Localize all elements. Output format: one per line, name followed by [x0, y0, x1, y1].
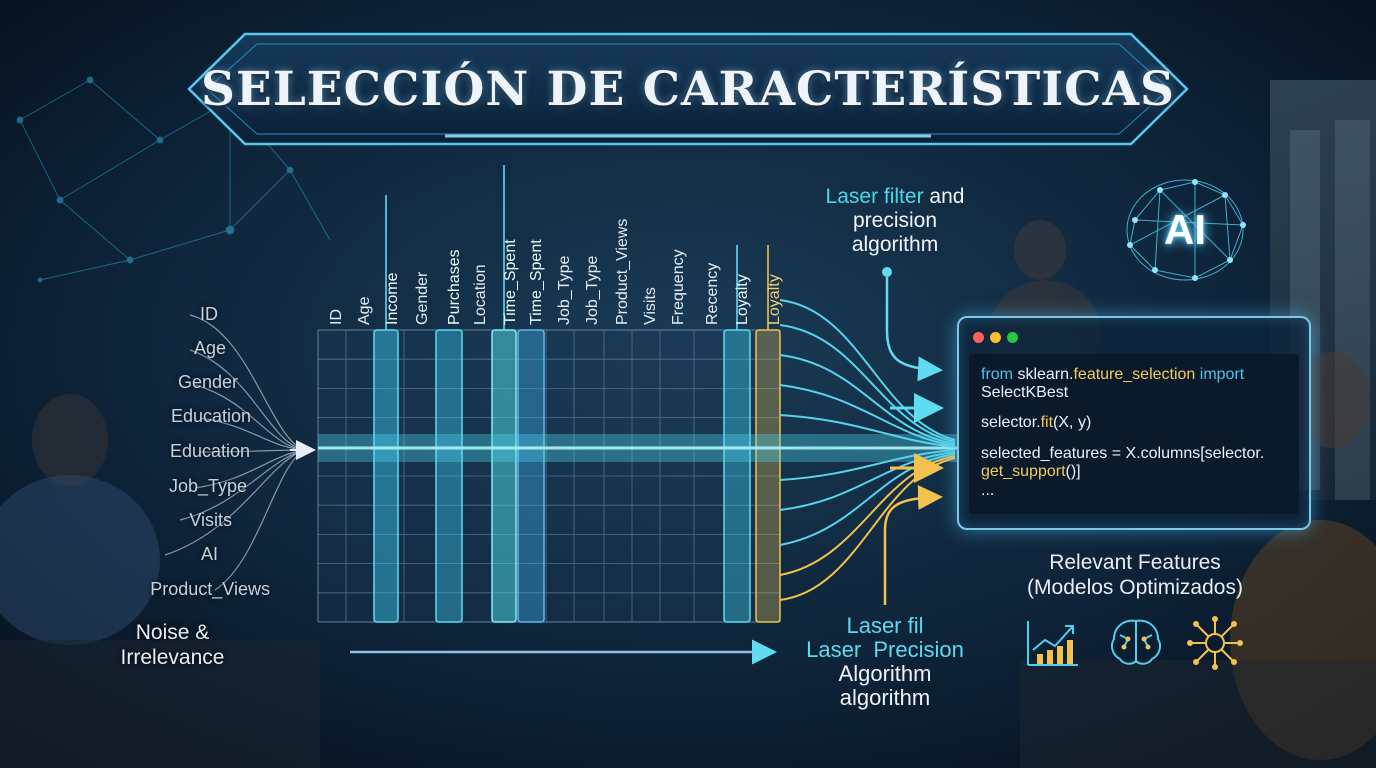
window-controls — [973, 330, 1024, 348]
column-header-label: Time_Spent — [528, 239, 545, 325]
column-header-label: Gender — [414, 271, 431, 325]
column-header: Visits — [636, 190, 664, 325]
close-dot-icon — [973, 332, 984, 343]
input-feature: Visits — [189, 510, 232, 530]
column-header: Job_Type — [578, 190, 606, 325]
laser-filter-label: Laser filter and precision algorithm — [825, 185, 965, 256]
relevant-features-label: Relevant Features (Modelos Optimizados) — [1027, 551, 1243, 599]
column-header: ID — [322, 190, 350, 325]
banner-frame — [187, 32, 1189, 146]
column-header: Purchases — [440, 190, 468, 325]
column-header: Recency — [698, 190, 726, 325]
column-header: Product_Views — [608, 190, 636, 325]
column-header-label: Recency — [704, 262, 721, 325]
column-header: Job_Type — [550, 190, 578, 325]
column-header: Loyalty — [728, 190, 756, 325]
column-header-label: Visits — [642, 287, 659, 325]
input-feature: AI — [200, 544, 218, 564]
input-feature: Job_Type — [168, 476, 247, 496]
input-feature: Education — [169, 441, 250, 461]
code-line-fit: selector.fit(X, y) — [981, 414, 1092, 431]
input-feature: Gender — [177, 372, 238, 392]
column-header-label: Location — [472, 264, 489, 326]
code-line-selected: selected_features = X.columns[selector. — [981, 445, 1265, 462]
title-banner: SELECCIÓN DE CARACTERÍSTICAS — [185, 30, 1191, 148]
column-header: Location — [466, 190, 494, 326]
column-header-label: Time_Spent — [502, 239, 519, 325]
input-feature: ID — [200, 304, 218, 324]
column-header-label: Purchases — [446, 249, 463, 325]
ai-label: AI — [1164, 206, 1206, 253]
column-header-label: Loyalty — [734, 274, 751, 325]
page-title: SELECCIÓN DE CARACTERÍSTICAS — [200, 61, 1175, 117]
minimize-dot-icon — [990, 332, 1001, 343]
column-header: Frequency — [664, 190, 692, 325]
column-header: Gender — [408, 190, 436, 325]
brain-circuit-icon — [1111, 619, 1161, 665]
column-header: Loyalty — [760, 190, 788, 325]
laser-precision-label: Laser fil Laser Precision Algorithm algo… — [806, 613, 964, 710]
column-header: Income — [378, 190, 406, 325]
column-header-label: Product_Views — [614, 218, 631, 325]
column-header-label: Loyalty — [766, 274, 783, 325]
maximize-dot-icon — [1007, 332, 1018, 343]
column-header: Time_Spent — [496, 190, 524, 325]
code-line-support: get_support()] — [981, 463, 1081, 480]
input-feature: Education — [170, 406, 251, 426]
bar-chart-growth-icon — [1027, 621, 1078, 666]
column-header-label: Job_Type — [584, 255, 601, 325]
code-line-ellipsis: ... — [981, 482, 995, 499]
input-feature: Age — [193, 338, 226, 358]
input-converge-lines — [164, 314, 306, 591]
input-feature: Product_Views — [150, 579, 270, 599]
column-header-label: Frequency — [670, 249, 687, 325]
column-header-label: Income — [384, 272, 401, 325]
code-editor: from sklearn.feature_selection import Se… — [969, 354, 1299, 514]
ai-network-icon — [1126, 179, 1246, 281]
network-nodes-icon — [1187, 616, 1243, 670]
code-window: from sklearn.feature_selection import Se… — [957, 316, 1311, 530]
code-line-class: SelectKBest — [981, 384, 1069, 401]
code-line-import: from sklearn.feature_selection import — [981, 366, 1245, 383]
column-header-label: ID — [328, 309, 345, 325]
ai-brain-badge: AI — [1115, 170, 1255, 290]
column-header-label: Job_Type — [556, 255, 573, 325]
column-header: Age — [350, 190, 378, 325]
column-header: Time_Spent — [522, 190, 550, 325]
column-header-label: Age — [356, 296, 373, 325]
noise-label: Noise & Irrelevance — [120, 621, 225, 669]
